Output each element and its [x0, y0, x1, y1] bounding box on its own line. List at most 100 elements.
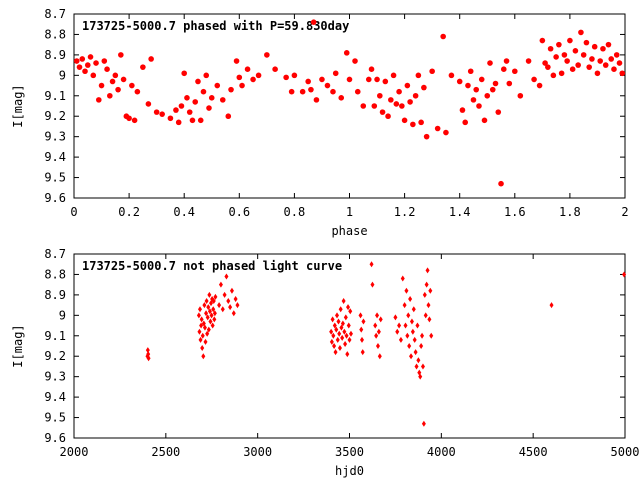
x-tick-label: 0 [70, 205, 77, 219]
data-point [597, 58, 604, 64]
data-point [218, 281, 223, 288]
data-point [197, 117, 204, 124]
data-point [209, 312, 214, 319]
data-point [608, 56, 615, 62]
x-axis-label: phase [331, 224, 367, 238]
data-point [104, 66, 110, 72]
y-tick-label: 9.1 [44, 329, 66, 343]
data-point [467, 68, 474, 75]
data-point [236, 74, 243, 81]
data-point [206, 326, 211, 333]
x-tick-label: 4000 [427, 445, 456, 459]
data-point [299, 88, 306, 95]
data-point [459, 107, 466, 113]
data-point [101, 58, 108, 64]
data-point [197, 328, 202, 335]
data-point [310, 19, 317, 25]
data-point [385, 113, 391, 120]
data-point [567, 37, 573, 44]
x-tick-label: 1.8 [559, 205, 581, 219]
data-point [340, 334, 345, 341]
y-tick-label: 9.3 [44, 130, 66, 144]
data-point [202, 302, 207, 309]
data-point [376, 328, 381, 335]
data-point [586, 64, 592, 70]
data-point [409, 318, 414, 325]
data-point [354, 88, 361, 95]
y-axis-label: I[mag] [11, 324, 25, 367]
data-point [93, 60, 99, 66]
data-point [173, 107, 179, 113]
data-point [443, 129, 449, 136]
data-point [90, 72, 97, 79]
data-point [346, 76, 353, 83]
data-point [131, 117, 138, 124]
data-point [512, 68, 518, 75]
data-point [465, 82, 471, 89]
data-point [343, 314, 348, 321]
y-tick-label: 8.8 [44, 267, 66, 281]
data-point [425, 267, 430, 274]
data-point [404, 287, 409, 294]
data-point [98, 82, 105, 89]
data-point [500, 66, 507, 72]
data-point [408, 295, 413, 302]
data-point [423, 133, 430, 140]
data-point [569, 66, 576, 72]
data-point [484, 92, 491, 99]
data-point [393, 314, 398, 321]
data-point [427, 316, 432, 323]
data-point [422, 291, 427, 298]
data-point [369, 261, 374, 268]
data-point [146, 351, 151, 358]
data-point [308, 86, 314, 93]
data-point [202, 324, 207, 331]
data-point [225, 113, 232, 120]
data-point [255, 72, 262, 79]
data-point [414, 363, 419, 370]
data-point [197, 306, 202, 313]
data-point [229, 287, 234, 294]
data-point [313, 97, 320, 103]
chart-title: 173725-5000.7 not phased light curve [82, 259, 342, 273]
data-point [622, 271, 627, 278]
data-point [107, 92, 113, 99]
x-axis-label: hjd0 [335, 464, 364, 478]
data-point [203, 72, 210, 79]
data-point [561, 52, 568, 58]
data-point [336, 318, 341, 325]
data-point [95, 97, 102, 103]
data-point [159, 111, 165, 117]
y-tick-label: 9.3 [44, 370, 66, 384]
data-point [87, 54, 94, 60]
data-point [348, 330, 353, 337]
data-point [421, 420, 426, 427]
data-point [288, 88, 295, 95]
data-point [406, 312, 411, 319]
x-tick-label: 0.2 [118, 205, 140, 219]
data-point [153, 109, 160, 115]
data-point [428, 287, 433, 294]
data-point [525, 58, 532, 64]
data-point [244, 66, 251, 72]
data-point [79, 56, 86, 62]
data-point [360, 103, 367, 109]
data-point [283, 74, 289, 81]
y-tick-label: 8.7 [44, 7, 66, 21]
data-point [115, 86, 121, 93]
x-tick-label: 4500 [519, 445, 548, 459]
data-point [167, 115, 174, 122]
data-point [118, 52, 124, 58]
data-point [401, 117, 408, 124]
data-point [374, 332, 379, 339]
data-point [426, 302, 431, 309]
data-point [492, 80, 499, 87]
x-tick-label: 1.2 [394, 205, 416, 219]
data-point [589, 56, 595, 62]
data-point [212, 310, 217, 317]
data-point [181, 70, 187, 77]
data-point [373, 322, 378, 329]
y-tick-label: 9.5 [44, 171, 66, 185]
data-point [379, 109, 386, 115]
data-point [219, 97, 226, 103]
